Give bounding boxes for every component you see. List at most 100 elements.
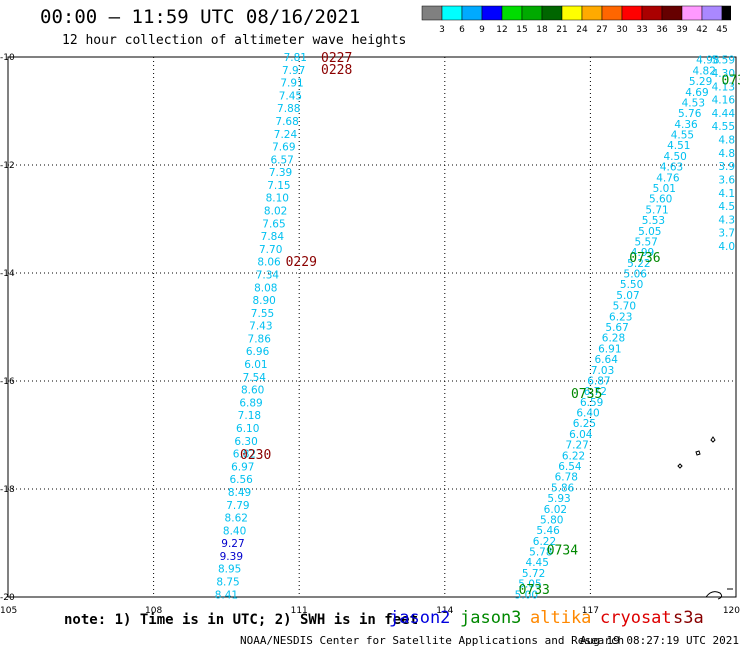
swh-data-label: 4.98: [696, 55, 719, 67]
swh-data-label: 6.28: [602, 333, 625, 345]
swh-data-label: 5.00: [515, 589, 538, 601]
swh-data-label: 6.56: [229, 474, 253, 486]
swh-data-label: 8.02: [264, 206, 287, 218]
swh-data-label: 6.89: [239, 397, 262, 409]
swh-data-label: 8.08: [254, 282, 277, 294]
swh-data-label: 5.72: [522, 568, 545, 580]
orbit-pass-label: 0733: [721, 74, 740, 89]
swh-data-label: 5.57: [634, 236, 657, 248]
colorbar-tick-label: 45: [716, 25, 727, 35]
swh-data-label: 5.05: [638, 226, 661, 238]
swh-data-label: 6.22: [562, 450, 585, 462]
swh-data-label: 7.24: [274, 129, 298, 141]
swh-data-label: 6.30: [234, 436, 257, 448]
swh-data-label: 8.06: [257, 257, 281, 269]
swh-data-label: 8.62: [225, 513, 248, 525]
generated-timestamp: Aug 19 08:27:19 UTC 2021: [580, 634, 739, 647]
swh-data-label: 7.27: [565, 440, 588, 452]
swh-data-label: 5.60: [649, 194, 672, 206]
swh-data-label: 8.41: [215, 589, 238, 601]
chart-subtitle: 12 hour collection of altimeter wave hei…: [62, 33, 407, 48]
x-tick-label: 111: [291, 606, 308, 616]
swh-data-label: 8.90: [252, 295, 275, 307]
swh-data-label: 7.79: [226, 500, 249, 512]
swh-data-label: 4.1: [718, 188, 735, 200]
swh-data-label: 9.27: [221, 538, 244, 550]
legend-cryosat: cryosat: [600, 608, 672, 628]
swh-data-label: 5.76: [678, 108, 702, 120]
swh-data-label: 4.69: [685, 87, 708, 99]
swh-data-label: 3.6: [718, 174, 735, 186]
swh-data-label: 5.93: [547, 493, 570, 505]
swh-data-label: 3.7: [718, 228, 735, 240]
swh-data-label: 6.57: [270, 154, 293, 166]
swh-data-label: 8.75: [216, 577, 239, 589]
island-outline: [710, 436, 716, 443]
swh-data-label: 7.84: [261, 231, 285, 243]
swh-data-label: 4.5: [718, 201, 735, 213]
swh-data-label: 6.22: [533, 536, 556, 548]
swh-data-label: 7.69: [272, 142, 295, 154]
swh-data-label: 4.63: [660, 162, 683, 174]
orbit-pass-label: 0736: [629, 251, 660, 266]
colorbar-tick-label: 3: [439, 25, 445, 35]
colorbar-tick-label: 18: [536, 25, 548, 35]
footer-note: note: 1) Time is in UTC; 2) SWH is in fe…: [64, 612, 419, 628]
swh-data-label: 4.8: [718, 148, 735, 160]
colorbar-tick-label: 36: [656, 25, 668, 35]
swh-data-label: 6.25: [573, 418, 596, 430]
swh-data-label: 7.86: [248, 333, 272, 345]
y-tick-label: -16: [0, 377, 15, 387]
swh-data-label: 7.97: [282, 65, 305, 77]
swh-data-label: 7.65: [262, 218, 285, 230]
swh-data-label: 7.55: [251, 308, 274, 320]
colorbar-tick-label: 21: [556, 25, 567, 35]
colorbar-tick-label: 15: [516, 25, 527, 35]
x-tick-label: 114: [436, 606, 453, 616]
swh-data-label: 4.8: [718, 135, 735, 147]
coastline: [705, 588, 733, 600]
island-outline: [677, 463, 683, 469]
swh-data-label: 6.64: [595, 354, 619, 366]
plot-frame: [7, 56, 737, 598]
swh-data-label: 6.40: [576, 408, 599, 420]
orbit-pass-label: 0230: [240, 448, 271, 463]
legend-jason3: jason3: [460, 608, 522, 628]
swh-data-label: 6.87: [587, 375, 610, 387]
legend-altika: altika: [530, 608, 592, 628]
swh-data-label: 5.29: [689, 76, 712, 88]
swh-data-label: 7.03: [591, 365, 614, 377]
orbit-pass-label: 0228: [321, 63, 352, 78]
credit-line: NOAA/NESDIS Center for Satellite Applica…: [240, 634, 625, 647]
swh-data-label: 6.96: [246, 346, 270, 358]
swh-data-label: 4.51: [667, 140, 690, 152]
swh-data-label: 6.23: [609, 311, 632, 323]
swh-data-label: 3.9: [718, 161, 735, 173]
x-tick-label: 108: [145, 606, 162, 616]
swh-data-label: 6.72: [584, 386, 607, 398]
swh-data-label: 4.36: [674, 119, 698, 131]
swh-data-label: 6.59: [580, 397, 603, 409]
y-tick-label: -18: [0, 485, 15, 495]
swh-data-label: 7.68: [275, 116, 298, 128]
swh-data-label: 7.18: [238, 410, 261, 422]
swh-data-label: 5.01: [653, 183, 676, 195]
swh-data-label: 5.80: [540, 514, 563, 526]
colorbar-tick-label: 24: [576, 25, 588, 35]
swh-data-label: 8.10: [266, 193, 289, 205]
swh-data-label: 5.67: [605, 322, 628, 334]
swh-data-label: 5.46: [536, 525, 560, 537]
swh-data-label: 4.3: [718, 214, 735, 226]
swh-data-label: 8.95: [218, 564, 241, 576]
swh-data-label: 4.55: [712, 121, 735, 133]
color-scale-legend: 36912151821242730333639424570(ft): [421, 5, 731, 35]
swh-data-label: 6.01: [244, 359, 267, 371]
y-tick-label: -20: [0, 593, 15, 603]
colorbar-tick-label: 42: [696, 25, 707, 35]
colorbar-tick-label: 9: [479, 25, 485, 35]
x-tick-label: 117: [582, 606, 599, 616]
swh-data-label: 7.54: [243, 372, 267, 384]
swh-data-label: 7.43: [249, 321, 272, 333]
swh-data-label: 4.0: [718, 241, 735, 253]
